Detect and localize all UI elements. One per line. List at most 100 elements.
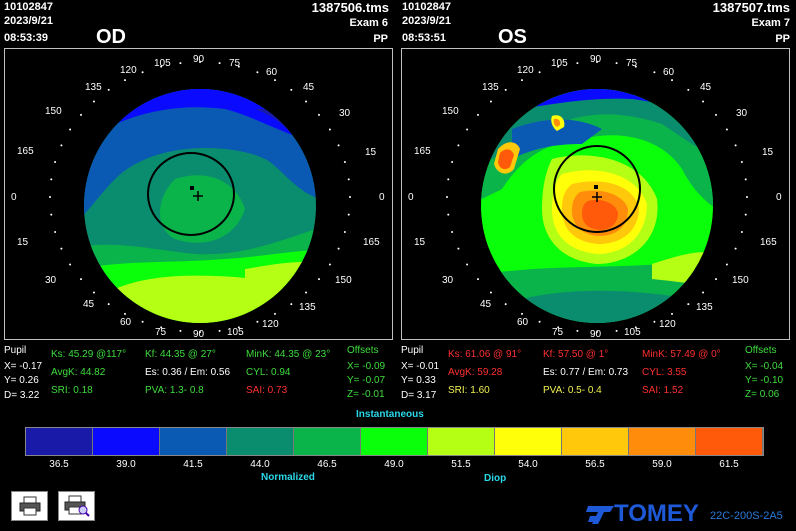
os-ks: Ks: 61.06 @ 91° xyxy=(448,349,522,360)
angle-dot xyxy=(725,263,728,266)
scale-swatch xyxy=(26,428,93,455)
angle-dot xyxy=(576,62,579,65)
scale-tick-label: 46.5 xyxy=(317,459,337,470)
angle-dot xyxy=(49,196,51,198)
od-pupil-label: Pupil xyxy=(4,345,27,356)
os-kf: Kf: 57.50 @ 1° xyxy=(543,349,609,360)
od-sri: SRI: 0.18 xyxy=(51,385,93,396)
angle-dot xyxy=(160,326,163,329)
angle-dot xyxy=(347,178,350,181)
os-mode: PP xyxy=(775,33,790,45)
angle-dot xyxy=(451,161,454,164)
os-angle-label: 165 xyxy=(760,237,777,248)
od-kf: Kf: 44.35 @ 27° xyxy=(145,349,216,360)
od-exam-time: 08:53:39 xyxy=(4,32,49,44)
od-angle-label: 45 xyxy=(303,82,315,93)
angle-dot xyxy=(653,71,656,74)
angle-dot xyxy=(466,128,469,131)
scale-swatch xyxy=(93,428,160,455)
angle-dot xyxy=(256,71,259,74)
angle-dot xyxy=(256,320,259,323)
od-angle-label: 75 xyxy=(155,327,167,338)
angle-dot xyxy=(634,65,637,68)
os-angle-label: 105 xyxy=(624,327,641,338)
angle-dot xyxy=(746,196,748,198)
angle-dot xyxy=(54,161,57,164)
os-pupil-d: D= 3.17 xyxy=(401,390,437,401)
angle-dot xyxy=(274,312,276,315)
os-angle-label: 150 xyxy=(732,275,749,286)
tomey-logo: TOMEY xyxy=(586,500,699,528)
os-angle-label: 60 xyxy=(517,317,529,328)
tomey-logo-icon xyxy=(586,506,614,524)
angle-dot xyxy=(466,263,469,266)
od-angle-label: 0 xyxy=(379,192,385,203)
od-color-map xyxy=(49,61,351,333)
od-patient-id: 10102847 xyxy=(4,1,53,13)
angle-dot xyxy=(290,303,293,306)
os-angle-label: 15 xyxy=(762,147,774,158)
angle-dot xyxy=(349,196,351,198)
angle-dot xyxy=(107,88,110,91)
os-topography-panel[interactable]: 120 135 150 165 0 15 30 45 60 105 90 75 … xyxy=(401,48,790,340)
os-angle-label: 45 xyxy=(480,299,492,310)
od-topography-panel[interactable]: 120 135 150 165 0 15 30 45 60 105 90 75 … xyxy=(4,48,393,340)
os-angle-label: 30 xyxy=(442,275,454,286)
angle-dot xyxy=(446,196,448,198)
os-pupil-x: X= -0.01 xyxy=(401,361,440,372)
od-angle-label: 120 xyxy=(120,65,137,76)
od-file-name: 1387506.tms xyxy=(311,0,389,15)
angle-dot xyxy=(337,144,340,147)
angle-dot xyxy=(702,100,705,103)
angle-dot xyxy=(274,79,276,82)
scale-swatch xyxy=(562,428,629,455)
os-angle-label: 15 xyxy=(414,237,426,248)
scale-swatch xyxy=(629,428,696,455)
angle-dot xyxy=(521,79,523,82)
angle-dot xyxy=(538,320,541,323)
scale-swatch xyxy=(160,428,227,455)
print-preview-button[interactable] xyxy=(58,491,95,521)
os-angle-label: 0 xyxy=(776,192,782,203)
angle-dot xyxy=(60,144,63,147)
angle-dot xyxy=(237,326,240,329)
os-angle-label: 165 xyxy=(414,146,431,157)
angle-dot xyxy=(79,278,82,281)
angle-dot xyxy=(124,79,126,82)
angle-dot xyxy=(451,230,454,233)
angle-dot xyxy=(576,329,579,332)
scale-tick-label: 51.5 xyxy=(451,459,471,470)
os-angle-label: 135 xyxy=(696,302,713,313)
angle-dot xyxy=(160,65,163,68)
os-exam-date: 2023/9/21 xyxy=(402,15,451,27)
od-pupil-x: X= -0.17 xyxy=(4,361,43,372)
angle-dot xyxy=(538,71,541,74)
os-angle-label: 90 xyxy=(590,329,602,340)
od-pupil-d: D= 3.22 xyxy=(4,390,40,401)
od-angle-label: 30 xyxy=(339,108,351,119)
angle-dot xyxy=(634,326,637,329)
scale-subtitle: Normalized xyxy=(261,472,315,483)
angle-dot xyxy=(50,178,53,181)
os-sai: SAI: 1.52 xyxy=(642,385,684,396)
os-angle-label: 90 xyxy=(590,54,602,65)
angle-dot xyxy=(124,312,126,315)
scale-unit: Diop xyxy=(484,473,507,484)
scale-tick-label: 44.0 xyxy=(250,459,270,470)
od-angle-label: 135 xyxy=(299,302,316,313)
od-exam-number: Exam 6 xyxy=(349,17,388,29)
angle-dot xyxy=(218,329,221,332)
scale-tick-label: 56.5 xyxy=(585,459,605,470)
angle-dot xyxy=(521,312,523,315)
od-offset-x: X= -0.09 xyxy=(347,361,386,372)
angle-dot xyxy=(305,100,308,103)
os-angle-label: 120 xyxy=(659,319,676,330)
print-button[interactable] xyxy=(11,491,48,521)
angle-dot xyxy=(107,303,110,306)
os-sri: SRI: 1.60 xyxy=(448,385,490,396)
angle-dot xyxy=(92,100,95,103)
angle-dot xyxy=(653,320,656,323)
angle-dot xyxy=(687,88,690,91)
od-es-em: Es: 0.36 / Em: 0.56 xyxy=(145,367,231,378)
angle-dot xyxy=(734,247,737,250)
